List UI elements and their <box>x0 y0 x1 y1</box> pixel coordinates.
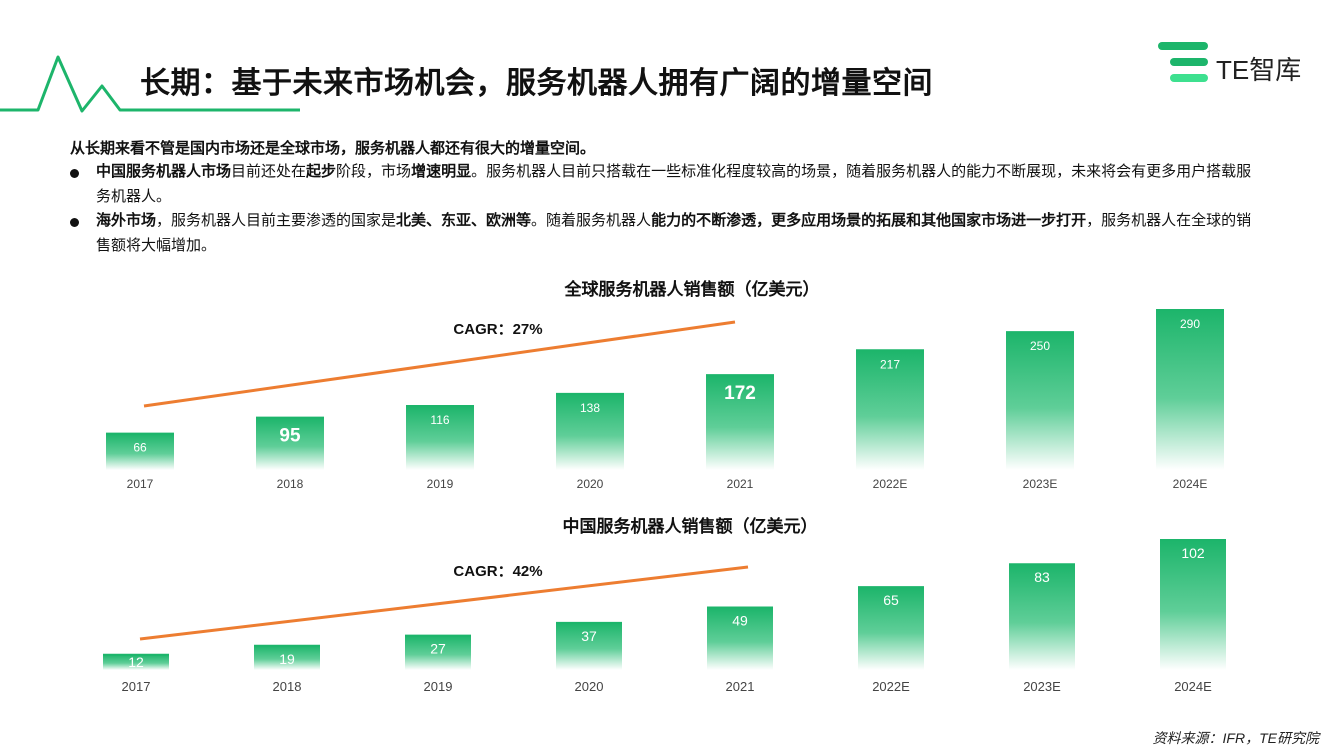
text-segment: 目前还处在 <box>231 163 307 180</box>
heartbeat-decoration <box>0 55 300 113</box>
x-tick-label: 2019 <box>424 679 453 694</box>
data-label: 250 <box>1030 339 1050 353</box>
x-tick-label: 2024E <box>1173 477 1208 491</box>
bar-2018 <box>256 417 324 470</box>
bar-2021 <box>706 375 774 470</box>
cagr-annotation: CAGR：42% <box>453 563 542 580</box>
data-label: 138 <box>580 401 600 415</box>
page-title: 长期：基于未来市场机会，服务机器人拥有广阔的增量空间 <box>140 67 933 100</box>
text-segment: 。随着服务机器人 <box>531 212 652 229</box>
bold-text-segment: 海外市场 <box>96 212 157 229</box>
x-tick-label: 2020 <box>575 679 604 694</box>
bar-2017 <box>106 433 174 470</box>
data-label: 83 <box>1034 569 1050 585</box>
data-label: 27 <box>430 641 446 657</box>
bar-2024E <box>1160 540 1226 670</box>
bold-text-segment: 北美、东亚、欧洲等 <box>396 212 532 229</box>
cagr-trend-line <box>139 565 749 641</box>
china-chart-title: 中国服务机器人销售额（亿美元） <box>562 517 818 536</box>
x-tick-label: 2018 <box>273 679 302 694</box>
x-tick-label: 2022E <box>872 679 910 694</box>
text-segment: ，服务机器人在全球的销售额将大幅增加。 <box>96 212 1252 254</box>
bold-text-segment: 增速明显 <box>411 163 472 180</box>
bullet-overseas-market: 海外市场，服务机器人目前主要渗透的国家是北美、东亚、欧洲等。随着服务机器人能力的… <box>70 208 1260 258</box>
data-label: 172 <box>724 383 756 404</box>
bar-2020 <box>556 393 624 470</box>
x-tick-label: 2021 <box>726 679 755 694</box>
te-logo-icon <box>1158 42 1208 82</box>
bar-2022E <box>858 587 924 670</box>
bar-2023E <box>1009 564 1075 670</box>
bold-text-segment: 起步 <box>306 163 337 180</box>
data-label: 116 <box>430 413 449 427</box>
cagr-trend-line <box>143 320 736 408</box>
data-label: 66 <box>133 441 147 455</box>
bar-2023E <box>1006 332 1074 470</box>
bar-2021 <box>707 607 773 670</box>
bullet-text: 海外市场，服务机器人目前主要渗透的国家是北美、东亚、欧洲等。随着服务机器人能力的… <box>96 208 1260 258</box>
bar-2022E <box>856 350 924 470</box>
bold-text-segment: 能力的不断渗透，更多应用场景的拓展和其他国家市场进一步打开 <box>651 212 1087 229</box>
data-label: 65 <box>883 592 899 608</box>
x-tick-label: 2020 <box>577 477 604 491</box>
source-note: 资料来源：IFR，TE研究院 <box>1152 730 1319 746</box>
bar-2024E <box>1156 310 1224 470</box>
data-label: 102 <box>1181 545 1205 561</box>
x-tick-label: 2017 <box>122 679 151 694</box>
bar-2020 <box>556 622 622 670</box>
x-tick-label: 2023E <box>1023 477 1058 491</box>
x-tick-label: 2019 <box>427 477 454 491</box>
text-segment: 阶段，市场 <box>336 163 412 180</box>
data-label: 37 <box>581 628 597 644</box>
china-sales-chart: 12 2017 19 2018 27 2019 37 2020 49 2021 65 2022E 83 2… <box>103 539 1226 694</box>
x-tick-label: 2018 <box>277 477 304 491</box>
global-sales-chart: 66 2017 95 2018 116 2019 138 2020 172 2021 217 2022… <box>106 309 1224 491</box>
data-label: 217 <box>880 357 900 371</box>
logo-text: TE智库 <box>1216 55 1302 85</box>
bullet-dot-icon <box>70 169 79 178</box>
x-tick-label: 2024E <box>1174 679 1212 694</box>
bar-2018 <box>254 645 320 670</box>
bullet-dot-icon <box>70 218 79 227</box>
x-tick-label: 2023E <box>1023 679 1061 694</box>
bold-text-segment: 中国服务机器人市场 <box>96 163 232 180</box>
bullet-china-market: 中国服务机器人市场目前还处在起步阶段，市场增速明显。服务机器人目前只搭载在一些标… <box>70 159 1260 209</box>
data-label: 12 <box>128 654 144 670</box>
text-segment: ，服务机器人目前主要渗透的国家是 <box>156 212 397 229</box>
bullet-text: 中国服务机器人市场目前还处在起步阶段，市场增速明显。服务机器人目前只搭载在一些标… <box>96 159 1260 209</box>
data-label: 49 <box>732 613 748 629</box>
global-chart-title: 全球服务机器人销售额（亿美元） <box>564 280 820 299</box>
bar-2017 <box>103 654 169 670</box>
x-tick-label: 2021 <box>727 477 754 491</box>
cagr-annotation: CAGR：27% <box>453 321 542 338</box>
x-tick-label: 2017 <box>127 477 154 491</box>
x-tick-label: 2022E <box>873 477 908 491</box>
bar-2019 <box>406 406 474 470</box>
data-label: 95 <box>279 426 301 447</box>
text-segment: 。服务机器人目前只搭载在一些标准化程度较高的场景，随着服务机器人的能力不断展现，… <box>96 163 1252 205</box>
intro-heading: 从长期来看不管是国内市场还是全球市场，服务机器人都还有很大的增量空间。 <box>70 140 596 157</box>
data-label: 290 <box>1180 317 1200 331</box>
bar-2019 <box>405 635 471 670</box>
data-label: 19 <box>279 651 295 667</box>
